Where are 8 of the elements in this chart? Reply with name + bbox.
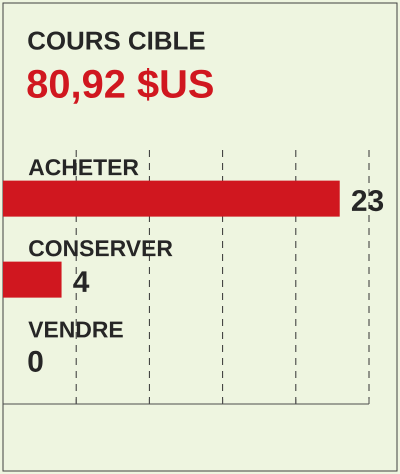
y-tick-label: CONSERVER [29, 240, 172, 256]
chart-title: COURS CIBLE [28, 31, 205, 50]
y-tick-label: ACHETER [28, 159, 138, 176]
chart-subtitle: 80,92 $US [27, 68, 213, 104]
data-label: 23 [352, 190, 384, 212]
data-label: 4 [73, 271, 90, 292]
y-tick-label: VENDRE [28, 322, 123, 338]
data-label: 0 [28, 350, 43, 372]
